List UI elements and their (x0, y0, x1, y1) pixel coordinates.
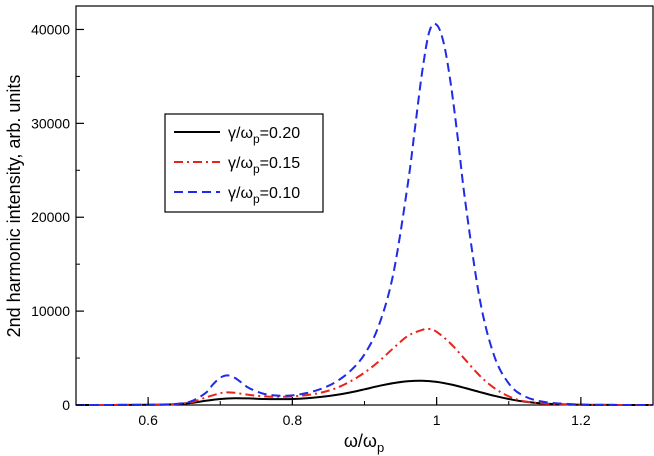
series-line-1 (75, 327, 654, 406)
legend-label-1: γ/ωp=0.15 (228, 155, 300, 176)
legend-label-0: γ/ωp=0.20 (228, 125, 300, 146)
legend-label-2-sub: p (253, 192, 260, 206)
legend-label-0-base: γ/ω (228, 125, 253, 142)
y-tick-label: 20000 (31, 209, 70, 225)
legend-box (164, 113, 324, 213)
legend-label-0-tail: =0.20 (260, 125, 301, 142)
plot-frame (75, 5, 654, 406)
legend-label-2-tail: =0.10 (260, 185, 301, 202)
legend-label-2-base: γ/ω (228, 185, 253, 202)
x-axis-title: ω/ωp (344, 431, 384, 455)
y-tick-label: 40000 (31, 21, 70, 37)
legend-label-2: γ/ωp=0.10 (228, 185, 300, 206)
series-line-0 (75, 379, 654, 406)
x-tick-label: 1.2 (571, 412, 591, 428)
legend-label-1-tail: =0.15 (260, 155, 301, 172)
legend-label-1-base: γ/ω (228, 155, 253, 172)
legend: γ/ωp=0.20 γ/ωp=0.15 γ/ωp=0.10 (164, 113, 324, 213)
x-axis-title-base: ω/ω (344, 431, 377, 451)
y-axis-title: 2nd harmonic intensity, arb. units (4, 75, 24, 338)
x-tick-label: 0.8 (283, 412, 303, 428)
y-tick-label: 10000 (31, 303, 70, 319)
series-line-2 (75, 22, 654, 406)
legend-label-0-sub: p (253, 132, 260, 146)
x-axis-title-sub: p (377, 440, 384, 455)
tick-group: 0.6 0.8 1 1.2 0 10000 20000 30000 40000 (31, 21, 654, 428)
y-tick-label: 0 (62, 397, 70, 413)
y-tick-label: 30000 (31, 115, 70, 131)
legend-label-1-sub: p (253, 162, 260, 176)
x-tick-label: 1 (433, 412, 441, 428)
x-tick-label: 0.6 (138, 412, 158, 428)
series-group (75, 22, 654, 406)
